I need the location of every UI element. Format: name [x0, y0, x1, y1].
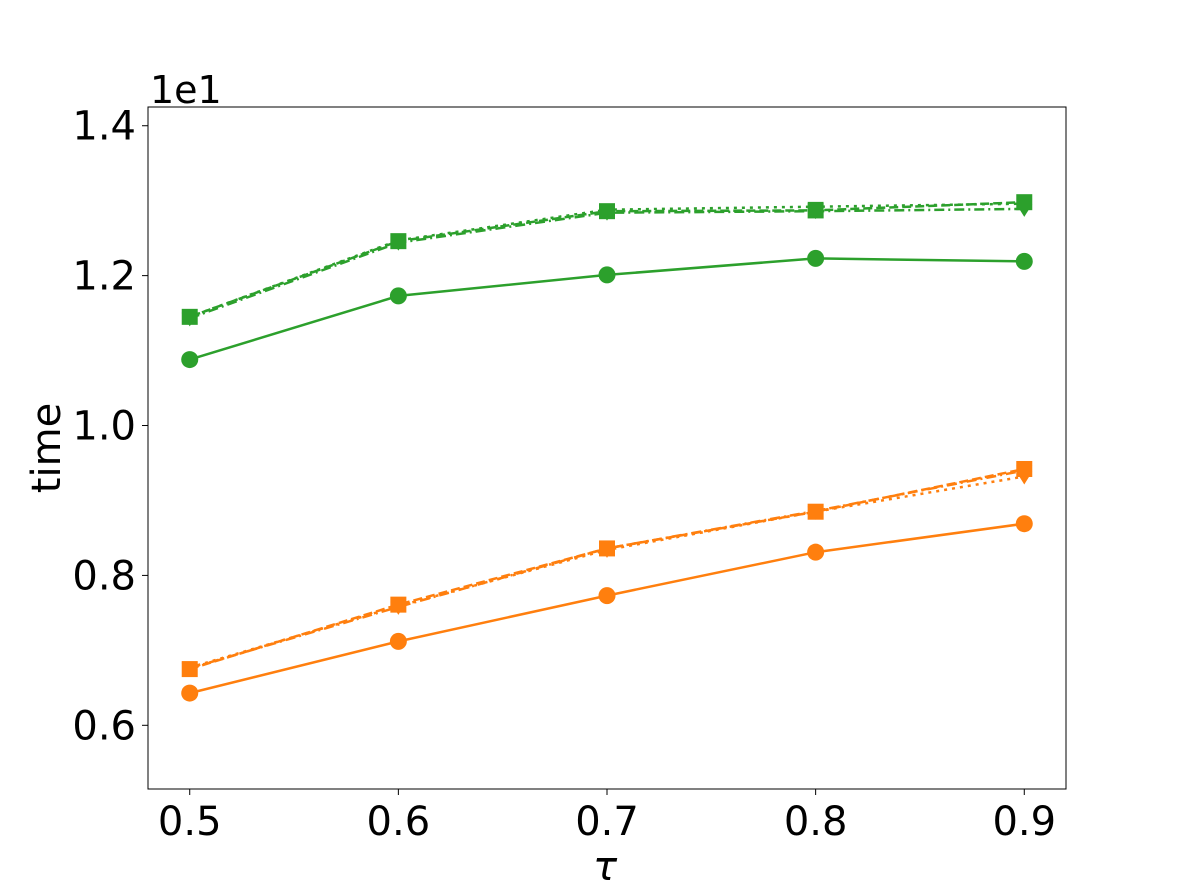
data-point — [181, 308, 198, 325]
series-line — [189, 207, 1025, 320]
data-point — [807, 543, 825, 561]
data-point — [599, 203, 615, 220]
data-point — [807, 202, 824, 219]
series-line — [189, 469, 1025, 670]
data-point — [389, 632, 407, 650]
series-line — [189, 467, 1025, 671]
data-point — [389, 287, 407, 305]
x-tick-label: 0.7 — [575, 799, 639, 845]
x-axis-label: τ — [593, 844, 618, 888]
x-tick-label: 0.9 — [992, 799, 1056, 845]
data-point — [181, 684, 199, 702]
data-point — [807, 249, 825, 267]
y-axis-label: time — [24, 403, 70, 493]
data-point — [1016, 194, 1033, 211]
y-offset-text: 1e1 — [150, 68, 222, 112]
y-tick-label: 0.6 — [72, 703, 136, 749]
data-point — [598, 266, 616, 284]
y-tick-label: 0.8 — [72, 553, 136, 599]
data-point — [181, 661, 198, 678]
x-tick-label: 0.5 — [158, 799, 222, 845]
data-point — [807, 503, 824, 520]
data-point — [181, 351, 199, 369]
axis-layer: 0.5 0.6 0.7 0.8 0.9 0.6 0.8 1.0 1.2 1.4 — [72, 104, 1056, 845]
data-point — [599, 540, 615, 557]
x-tick-label: 0.6 — [367, 799, 431, 845]
data-point — [1016, 460, 1033, 477]
y-tick-label: 1.4 — [72, 104, 136, 150]
data-point — [390, 596, 407, 613]
y-tick-label: 1.0 — [72, 404, 136, 450]
data-point — [1015, 252, 1033, 270]
data-point — [1015, 515, 1033, 533]
data-point — [390, 233, 407, 250]
series-line — [189, 475, 1025, 669]
series-layer — [181, 194, 1033, 702]
y-tick-label: 1.2 — [72, 254, 136, 300]
data-point — [598, 587, 616, 605]
x-tick-label: 0.8 — [784, 799, 848, 845]
